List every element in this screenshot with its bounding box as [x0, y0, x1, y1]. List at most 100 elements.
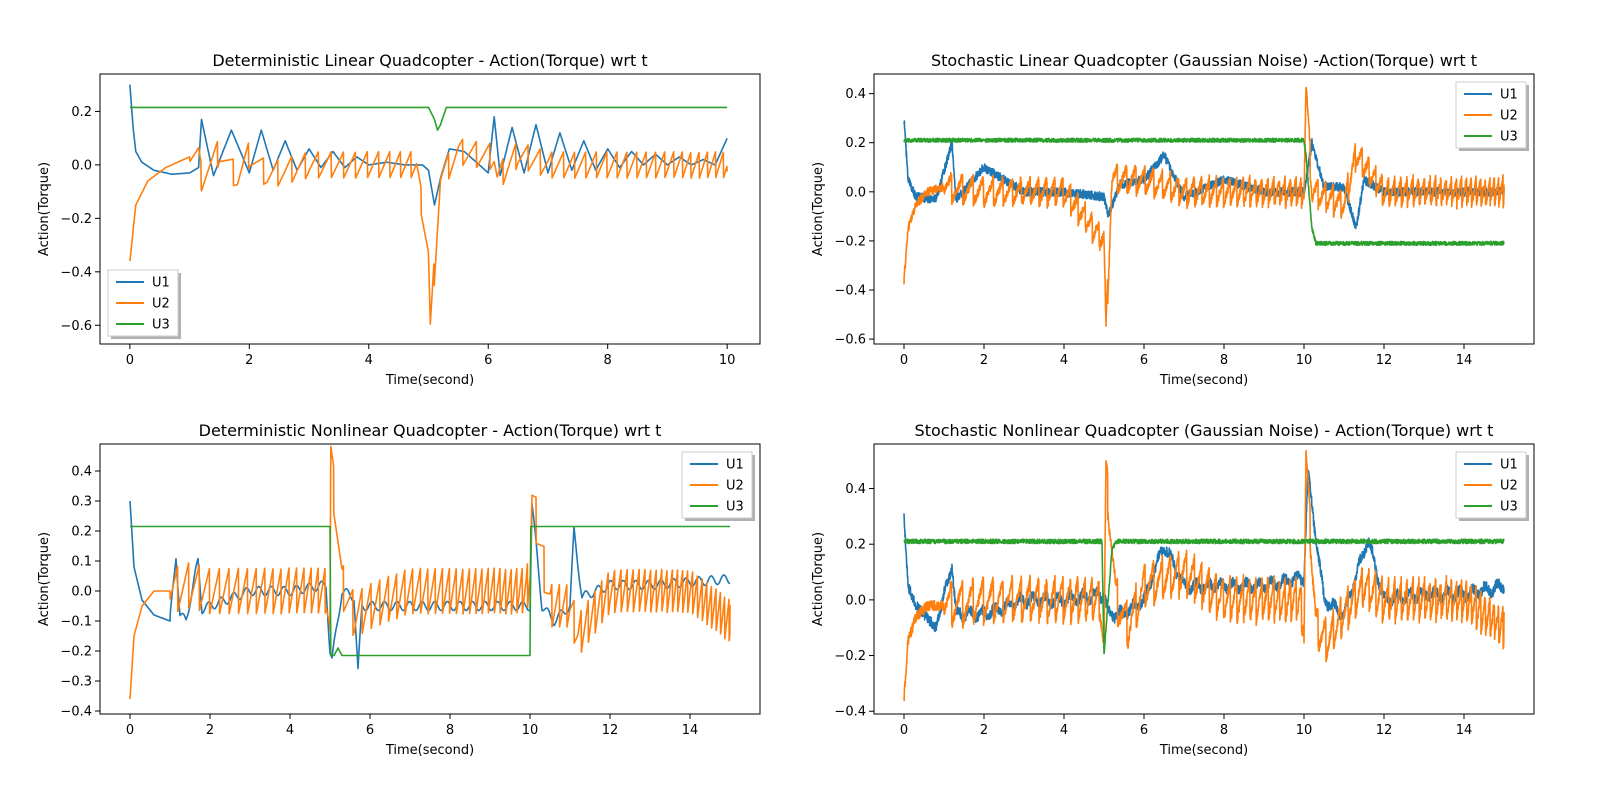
series-line-u1: [129, 84, 728, 206]
panel-stochastic-linear: Stochastic Linear Quadcopter (Gaussian N…: [811, 51, 1535, 388]
y-tick-label: −0.6: [834, 333, 866, 348]
y-tick-label: −0.4: [834, 705, 866, 720]
series-line-u2: [903, 449, 1505, 702]
axes-frame: [99, 443, 761, 715]
x-tick-label: 0: [126, 353, 134, 368]
y-tick-label: 0.0: [71, 158, 92, 173]
x-tick-label: 14: [1456, 723, 1473, 738]
legend-label: U3: [1500, 500, 1518, 515]
y-axis-label: Action(Torque): [37, 162, 52, 256]
legend-label: U3: [152, 318, 170, 333]
legend-label: U2: [726, 479, 744, 494]
x-tick-label: 12: [1376, 353, 1393, 368]
x-tick-label: 8: [446, 723, 454, 738]
legend-label: U3: [726, 500, 744, 515]
y-tick-label: −0.2: [60, 212, 92, 227]
y-axis-label: Action(Torque): [811, 162, 826, 256]
series-line-u2: [129, 138, 728, 325]
y-tick-label: 0.3: [71, 495, 92, 510]
x-tick-label: 4: [1060, 723, 1068, 738]
x-tick-label: 0: [900, 353, 908, 368]
series-line-u3: [903, 137, 1505, 247]
legend: U1 U2 U3: [681, 451, 755, 521]
axes-frame: [99, 73, 761, 345]
x-tick-label: 2: [980, 723, 988, 738]
chart-title: Stochastic Linear Quadcopter (Gaussian N…: [931, 51, 1477, 70]
x-axis-label: Time(second): [1159, 743, 1248, 758]
x-axis-label: Time(second): [385, 743, 474, 758]
y-axis-label: Action(Torque): [37, 532, 52, 626]
panel-deterministic-linear: Deterministic Linear Quadcopter - Action…: [37, 51, 761, 388]
chart-title: Deterministic Linear Quadcopter - Action…: [212, 51, 647, 70]
legend: U1 U2 U3: [1455, 81, 1529, 151]
y-tick-label: 0.1: [71, 555, 92, 570]
x-tick-label: 12: [1376, 723, 1393, 738]
x-axis-label: Time(second): [385, 373, 474, 388]
legend-label: U1: [1500, 458, 1518, 473]
legend: U1 U2 U3: [107, 269, 181, 339]
legend-label: U1: [1500, 88, 1518, 103]
x-tick-label: 6: [1140, 353, 1148, 368]
legend-label: U2: [152, 297, 170, 312]
y-tick-label: 0.0: [845, 185, 866, 200]
chart-title: Deterministic Nonlinear Quadcopter - Act…: [199, 421, 662, 440]
chart-title: Stochastic Nonlinear Quadcopter (Gaussia…: [915, 421, 1494, 440]
x-tick-label: 10: [1296, 723, 1313, 738]
x-tick-label: 10: [522, 723, 539, 738]
x-tick-label: 8: [1220, 723, 1228, 738]
legend-label: U2: [1500, 109, 1518, 124]
x-tick-label: 6: [484, 353, 492, 368]
y-tick-label: 0.2: [845, 136, 866, 151]
x-tick-label: 8: [604, 353, 612, 368]
axes-frame: [873, 443, 1535, 715]
panel-deterministic-nonlinear: Deterministic Nonlinear Quadcopter - Act…: [37, 421, 761, 758]
y-tick-label: −0.4: [60, 265, 92, 280]
y-tick-label: −0.2: [834, 234, 866, 249]
legend-label: U1: [726, 458, 744, 473]
y-tick-label: −0.3: [60, 675, 92, 690]
x-tick-label: 2: [245, 353, 253, 368]
series-line-u3: [129, 525, 731, 657]
x-tick-label: 2: [980, 353, 988, 368]
panel-stochastic-nonlinear: Stochastic Nonlinear Quadcopter (Gaussia…: [811, 421, 1535, 758]
y-axis-label: Action(Torque): [811, 532, 826, 626]
y-tick-label: 0.0: [845, 593, 866, 608]
y-tick-label: 0.2: [71, 105, 92, 120]
x-tick-label: 14: [1456, 353, 1473, 368]
x-axis-label: Time(second): [1159, 373, 1248, 388]
y-tick-label: −0.1: [60, 615, 92, 630]
y-tick-label: 0.0: [71, 585, 92, 600]
y-tick-label: 0.4: [845, 482, 866, 497]
x-tick-label: 4: [286, 723, 294, 738]
legend-label: U3: [1500, 130, 1518, 145]
y-tick-label: 0.2: [845, 538, 866, 553]
x-tick-label: 0: [900, 723, 908, 738]
x-tick-label: 10: [1296, 353, 1313, 368]
axes-frame: [873, 73, 1535, 345]
x-tick-label: 4: [1060, 353, 1068, 368]
y-tick-label: 0.4: [845, 87, 866, 102]
legend-label: U2: [1500, 479, 1518, 494]
x-tick-label: 0: [126, 723, 134, 738]
series-line-u1: [903, 120, 1505, 230]
y-tick-label: −0.4: [834, 284, 866, 299]
x-tick-label: 12: [602, 723, 619, 738]
y-tick-label: −0.2: [60, 645, 92, 660]
x-tick-label: 4: [365, 353, 373, 368]
x-tick-label: 10: [719, 353, 736, 368]
x-tick-label: 2: [206, 723, 214, 738]
y-tick-label: −0.4: [60, 705, 92, 720]
y-tick-label: 0.4: [71, 465, 92, 480]
x-tick-label: 14: [682, 723, 699, 738]
series-line-u2: [903, 86, 1505, 327]
series-line-u3: [129, 106, 728, 131]
legend: U1 U2 U3: [1455, 451, 1529, 521]
legend-label: U1: [152, 276, 170, 291]
series-line-u2: [129, 445, 731, 700]
series-line-u3: [903, 538, 1505, 655]
y-tick-label: −0.6: [60, 319, 92, 334]
x-tick-label: 8: [1220, 353, 1228, 368]
x-tick-label: 6: [1140, 723, 1148, 738]
y-tick-label: 0.2: [71, 525, 92, 540]
